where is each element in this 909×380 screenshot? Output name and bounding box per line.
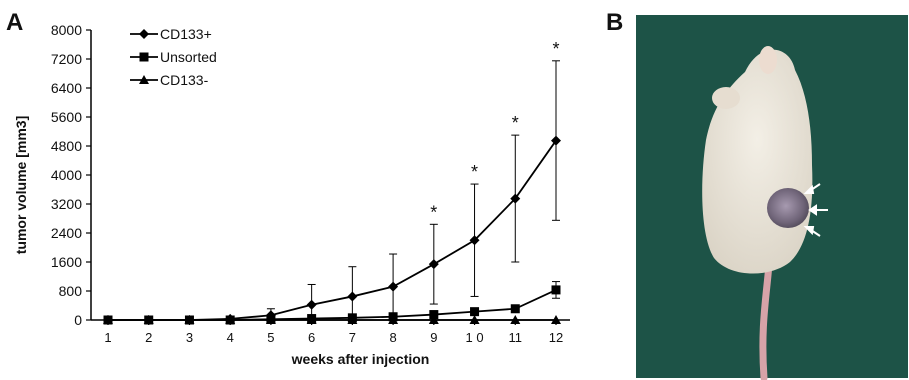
data-point: [225, 313, 236, 324]
data-point: [551, 285, 561, 295]
x-tick-label: 7: [349, 330, 356, 345]
x-tick-label: 11: [509, 330, 523, 345]
x-axis-label: weeks after injection: [291, 351, 430, 367]
data-point: [551, 135, 561, 146]
data-point: [388, 281, 399, 292]
data-point: [306, 299, 317, 310]
data-point: [143, 315, 154, 325]
y-tick-label: 1600: [51, 254, 82, 270]
data-point: [469, 235, 480, 246]
y-axis-label: tumor volume [mm3]: [13, 116, 29, 254]
data-point: [510, 304, 520, 314]
data-point: [265, 310, 276, 321]
x-tick-label: 5: [267, 330, 274, 345]
data-point: [429, 310, 439, 320]
legend-label: Unsorted: [160, 49, 217, 65]
tumor-arrows: [803, 183, 828, 237]
y-tick-label: 4800: [51, 138, 82, 154]
y-tick-label: 7200: [51, 51, 82, 67]
y-tick-label: 800: [59, 283, 83, 299]
legend-label: CD133+: [160, 26, 212, 42]
significance-markers: * * * *: [430, 39, 559, 222]
x-tick-label: 9: [430, 330, 437, 345]
y-tick-label: 8000: [51, 22, 82, 38]
y-tick-label: 3200: [51, 196, 82, 212]
legend-marker: [139, 52, 149, 62]
panel-b-label: B: [606, 9, 623, 36]
legend: CD133+ Unsorted CD133-: [130, 26, 217, 88]
legend-label: CD133-: [160, 72, 209, 88]
series-line: [108, 289, 557, 321]
data-point: [510, 193, 521, 204]
y-tick-label: 5600: [51, 109, 82, 125]
mouse-photo: [636, 15, 908, 380]
data-point: [347, 291, 358, 302]
legend-marker: [139, 29, 149, 39]
x-tick-label: 1: [104, 330, 111, 345]
data-point: [103, 315, 113, 325]
significance-star: *: [430, 202, 437, 222]
data-point: [470, 307, 480, 317]
data-point: [469, 315, 480, 324]
y-tick-label: 6400: [51, 80, 82, 96]
data-point: [184, 315, 195, 325]
series-lines: [108, 140, 557, 321]
x-tick-label: 8: [389, 330, 396, 345]
y-axis-ticks: 0 800 1600 2400 3200 4000 4800 5600 6400 7200 8000: [51, 22, 91, 328]
data-point: [307, 314, 317, 324]
mouse-snout: [759, 46, 777, 74]
x-tick-label: 3: [186, 330, 193, 345]
data-point: [388, 312, 398, 322]
data-point: [347, 313, 357, 323]
series-markers: [103, 135, 561, 325]
y-tick-label: 0: [74, 312, 82, 328]
data-point: [551, 315, 561, 324]
series-line: [108, 140, 557, 321]
legend-marker: [139, 75, 149, 84]
data-point: [428, 259, 439, 270]
mouse-ear: [712, 87, 740, 109]
significance-star: *: [552, 39, 559, 59]
x-tick-label: 12: [549, 330, 563, 345]
line-chart: 0 800 1600 2400 3200 4000 4800 5600 6400 7200 8000…: [13, 22, 570, 367]
y-tick-label: 2400: [51, 225, 82, 241]
significance-star: *: [512, 113, 519, 133]
error-bars: [266, 60, 560, 320]
x-tick-label: 6: [308, 330, 315, 345]
data-point: [510, 315, 521, 324]
x-tick-label: 2: [145, 330, 152, 345]
tumor: [767, 188, 809, 228]
significance-star: *: [471, 162, 478, 182]
x-tick-label: 1 0: [466, 330, 484, 345]
y-tick-label: 4000: [51, 167, 82, 183]
panel-a-label: A: [6, 9, 23, 36]
x-tick-label: 4: [227, 330, 234, 345]
data-point: [428, 315, 439, 324]
